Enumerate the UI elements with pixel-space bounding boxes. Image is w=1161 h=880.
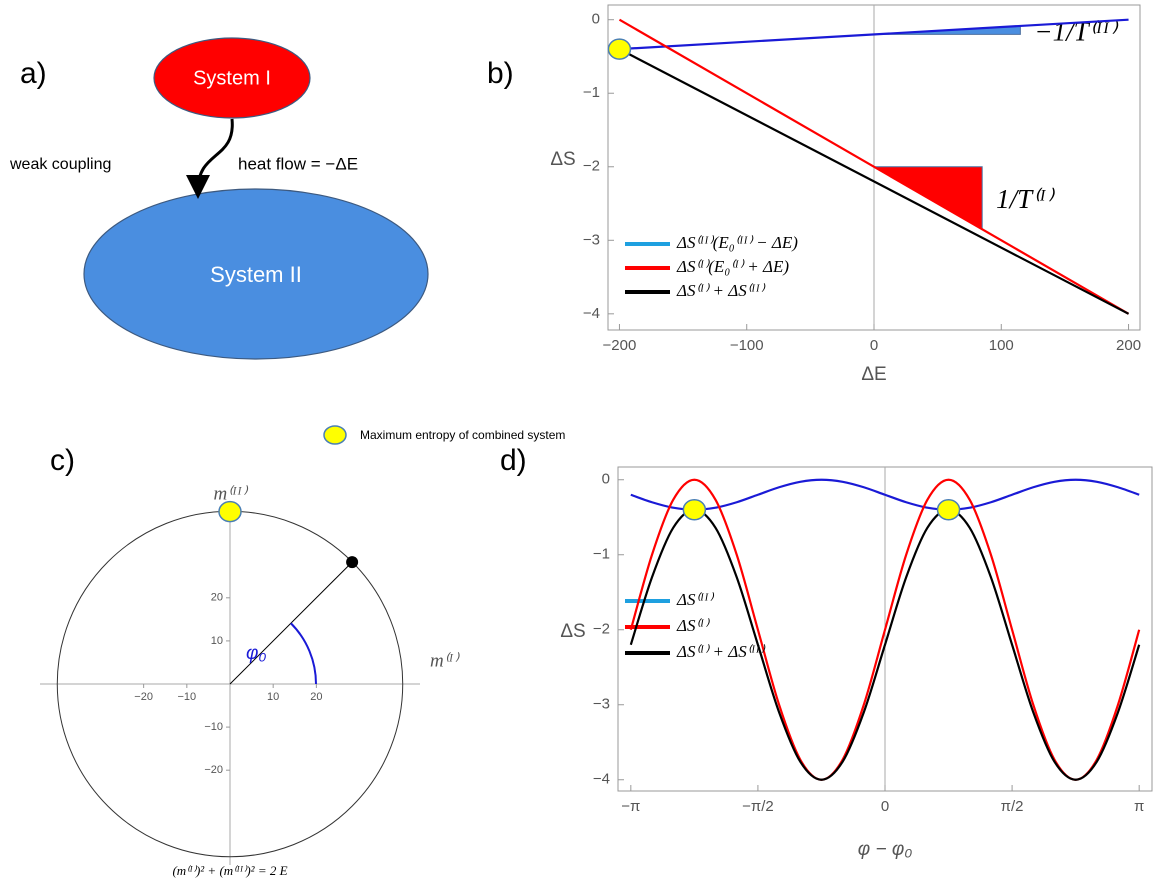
y-axis-label: ΔS bbox=[550, 149, 575, 170]
panel-label: d) bbox=[500, 444, 527, 477]
note-marker bbox=[323, 425, 347, 445]
max-marker bbox=[936, 499, 961, 521]
legend-label: ΔS⁽ᴵ⁾ bbox=[676, 616, 710, 635]
x-axis-label: ΔE bbox=[861, 364, 886, 385]
panel-label: a) bbox=[20, 57, 47, 90]
y-tick-label: −2 bbox=[583, 158, 600, 175]
y-tick-label: −3 bbox=[583, 231, 600, 248]
y-tick-label: −3 bbox=[593, 696, 610, 713]
x-tick-label: −10 bbox=[177, 691, 196, 703]
angle-arc bbox=[290, 622, 317, 685]
system-two-label: System II bbox=[210, 262, 302, 287]
x-tick-label: 0 bbox=[881, 798, 889, 815]
coupling-label: weak coupling bbox=[9, 156, 111, 173]
y-tick-label: −1 bbox=[593, 546, 610, 563]
x-tick-label: 20 bbox=[310, 691, 322, 703]
x-tick-label: −200 bbox=[603, 337, 637, 354]
legend-label: ΔS⁽ᴵ⁾ + ΔS⁽ᴵᴵ⁾ bbox=[676, 281, 766, 300]
y-tick-label: −10 bbox=[204, 721, 223, 733]
x-tick-label: 100 bbox=[989, 337, 1014, 354]
series-line bbox=[618, 48, 1130, 315]
heat-arrow bbox=[186, 118, 234, 199]
y-axis-label: ΔS bbox=[560, 621, 585, 642]
legend-label: ΔS⁽ᴵ⁾ + ΔS⁽ᴵᴵ⁾ bbox=[676, 642, 766, 661]
series-line bbox=[619, 18, 1129, 51]
system-one-label: System I bbox=[193, 67, 271, 89]
series-line bbox=[630, 478, 1140, 511]
marker-note: Maximum entropy of combined system bbox=[360, 428, 565, 442]
legend-label: ΔS⁽ᴵᴵ⁾ bbox=[676, 590, 715, 609]
x-tick-label: −π bbox=[621, 798, 640, 815]
x-tick-label: 10 bbox=[267, 691, 279, 703]
x-tick-label: −20 bbox=[134, 691, 153, 703]
x-tick-label: −100 bbox=[730, 337, 764, 354]
panel-label: c) bbox=[50, 444, 75, 477]
x-tick-label: 0 bbox=[870, 337, 878, 354]
x-axis-label: φ − φ₀ bbox=[858, 839, 912, 860]
constraint-caption: (m⁽ᴵ⁾)² + (m⁽ᴵᴵ⁾)² = 2 E bbox=[172, 863, 287, 878]
panel-label: b) bbox=[487, 57, 514, 90]
y-tick-label: −20 bbox=[204, 764, 223, 776]
max-marker bbox=[682, 499, 707, 521]
system-one-node bbox=[153, 37, 311, 119]
state-point bbox=[346, 556, 359, 569]
y-tick-label: −4 bbox=[583, 305, 600, 322]
max-marker bbox=[607, 38, 632, 60]
x-tick-label: 200 bbox=[1116, 337, 1141, 354]
legend-label: ΔS⁽ᴵ⁾(E₀⁽ᴵ⁾ + ΔE) bbox=[676, 257, 789, 276]
series-line bbox=[629, 508, 1141, 781]
x-axis-label: m⁽ᴵ⁾ bbox=[430, 650, 460, 671]
y-tick-label: 20 bbox=[211, 592, 223, 604]
x-tick-label: −π/2 bbox=[742, 798, 774, 815]
slope-label: 1/T⁽ᴵ⁾ bbox=[996, 184, 1055, 214]
y-axis-label: m⁽ᴵᴵ⁾ bbox=[214, 483, 249, 504]
x-tick-label: π/2 bbox=[1001, 798, 1024, 815]
legend-label: ΔS⁽ᴵᴵ⁾(E₀⁽ᴵᴵ⁾ − ΔE) bbox=[676, 233, 798, 252]
y-tick-label: 10 bbox=[211, 635, 223, 647]
series-line bbox=[618, 18, 1130, 315]
y-tick-label: 0 bbox=[602, 471, 610, 488]
system-two-node bbox=[83, 188, 429, 360]
y-tick-label: −2 bbox=[593, 621, 610, 638]
y-tick-label: −4 bbox=[593, 771, 610, 788]
y-tick-label: 0 bbox=[592, 11, 600, 28]
radius-line bbox=[229, 561, 353, 685]
x-tick-label: π bbox=[1134, 798, 1144, 815]
flow-label: heat flow = −ΔE bbox=[238, 154, 358, 173]
y-tick-label: −1 bbox=[583, 84, 600, 101]
angle-label: φ₀ bbox=[246, 643, 266, 664]
max-marker bbox=[218, 500, 242, 523]
